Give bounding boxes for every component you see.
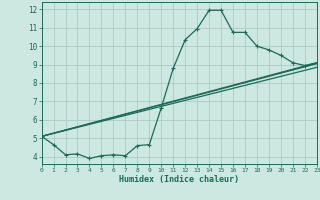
X-axis label: Humidex (Indice chaleur): Humidex (Indice chaleur) xyxy=(119,175,239,184)
